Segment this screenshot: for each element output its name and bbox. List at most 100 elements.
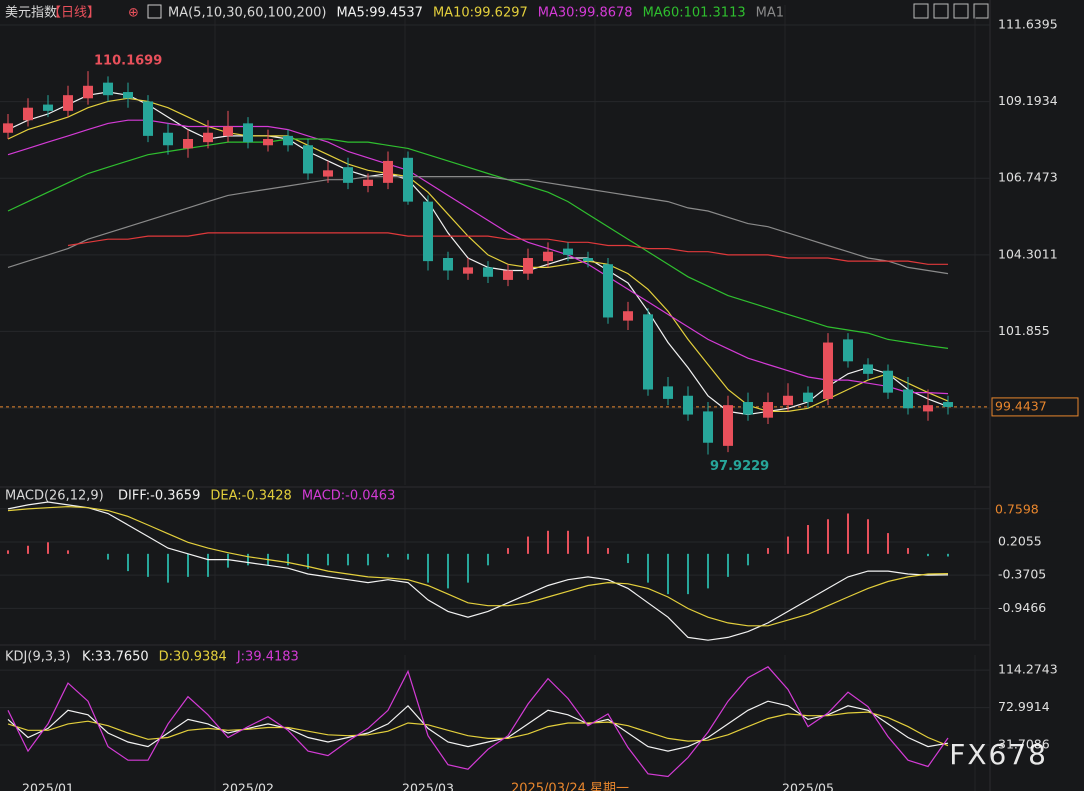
candle-body	[503, 270, 513, 280]
icon-button[interactable]	[913, 3, 929, 19]
candle-body	[723, 405, 733, 446]
y-tick-label: 114.2743	[998, 662, 1058, 677]
period: 【日线】	[48, 6, 100, 21]
candle-body	[323, 170, 333, 177]
indicator-line	[7, 700, 949, 752]
indicator-line	[67, 232, 948, 265]
indicator-line	[7, 91, 949, 416]
legend-entry: DIFF:-0.3659	[118, 489, 200, 504]
low-label: 97.9229	[710, 459, 769, 474]
candle-body	[683, 395, 693, 415]
candle-body	[443, 257, 453, 271]
indicator-line	[7, 501, 949, 641]
price-box-label: 99.4437	[995, 398, 1047, 413]
candle-body	[703, 411, 713, 443]
legend-entry: MACD:-0.0463	[302, 489, 396, 504]
candle-body	[943, 402, 953, 407]
candle-body	[463, 267, 473, 274]
x-tick-label: 2025/02	[222, 781, 274, 791]
candle-body	[543, 251, 553, 262]
settings-icon[interactable]: ⊕	[128, 6, 139, 21]
candle-body	[203, 132, 213, 143]
candle-body	[883, 370, 893, 393]
indicator-title: KDJ(9,3,3)	[5, 650, 71, 665]
candle-body	[623, 311, 633, 321]
price-box	[991, 397, 1079, 417]
candle-body	[223, 126, 233, 136]
instrument-name: 美元指数	[5, 6, 57, 21]
candle-body	[303, 145, 313, 174]
legend-entry: D:30.9384	[159, 650, 227, 665]
candle-body	[583, 257, 593, 262]
y-tick-label: 109.1934	[998, 93, 1058, 108]
legend-entry: MA(5,10,30,60,100,200)	[168, 6, 326, 21]
candle-body	[363, 179, 373, 186]
crosshair-box	[992, 501, 1078, 520]
indicator-title: MACD(26,12,9)	[5, 489, 104, 504]
legend-entry: K:33.7650	[82, 650, 149, 665]
candle-body	[183, 139, 193, 149]
candle-body	[383, 160, 393, 183]
candle-body	[923, 405, 933, 412]
candle-body	[83, 85, 93, 99]
candle-body	[243, 123, 253, 143]
legend-entry: MA60:101.3113	[643, 6, 746, 21]
crosshair-date: 2025/03/24 星期一	[511, 782, 629, 791]
candle-body	[263, 139, 273, 146]
legend-entry: MA10:99.6297	[433, 6, 528, 21]
y-tick-label: 106.7473	[998, 170, 1058, 185]
indicator-line	[7, 97, 949, 412]
legend-entry: MA5:99.4537	[336, 6, 423, 21]
y-tick-label: 0.2055	[998, 533, 1042, 548]
y-tick-label: 72.9914	[998, 699, 1050, 714]
x-tick-label: 2025/03	[402, 781, 454, 791]
y-tick-label: -0.9466	[998, 600, 1046, 615]
candle-body	[163, 132, 173, 146]
candle-body	[603, 264, 613, 318]
icon-button[interactable]	[973, 3, 989, 19]
candle-body	[23, 107, 33, 121]
y-tick-label: 111.6395	[998, 17, 1058, 32]
candle-body	[783, 395, 793, 406]
candle-body	[343, 167, 353, 183]
watermark: FX678	[949, 738, 1048, 771]
y-tick-label: 31.7086	[998, 737, 1050, 752]
y-tick-label: 101.855	[998, 323, 1050, 338]
candle-body	[283, 135, 293, 146]
candle-body	[843, 339, 853, 362]
indicator-line	[7, 138, 949, 349]
candle-body	[743, 402, 753, 415]
high-label: 110.1699	[94, 54, 162, 69]
candle-body	[643, 314, 653, 390]
x-tick-label: 2025/01	[22, 781, 74, 791]
candle-body	[483, 267, 493, 277]
indicator-line	[7, 711, 949, 747]
legend-entry: MA1	[756, 6, 784, 21]
candle-body	[863, 364, 873, 374]
candle-body	[143, 101, 153, 136]
icon-button[interactable]	[953, 3, 969, 19]
icon-button[interactable]	[933, 3, 949, 19]
ma-lines	[7, 91, 949, 416]
candle-body	[3, 123, 13, 133]
indicator-icon[interactable]	[147, 4, 162, 19]
legend-entry: DEA:-0.3428	[210, 489, 291, 504]
candle-body	[423, 201, 433, 262]
candle-body	[823, 342, 833, 399]
candle-body	[523, 257, 533, 274]
candle-body	[663, 386, 673, 399]
candle-body	[563, 248, 573, 255]
candle-body	[103, 82, 113, 96]
candle-body	[43, 104, 53, 111]
toolbar-icons[interactable]	[913, 3, 989, 19]
y-tick-label: 104.3011	[998, 246, 1058, 261]
candle-body	[403, 157, 413, 202]
candle-body	[803, 392, 813, 403]
candle-body	[123, 92, 133, 99]
legend-entry: MA30:99.8678	[538, 6, 633, 21]
x-tick-label: 2025/05	[782, 781, 834, 791]
indicator-line	[7, 176, 949, 275]
candle-body	[903, 389, 913, 409]
candle-body	[763, 402, 773, 418]
